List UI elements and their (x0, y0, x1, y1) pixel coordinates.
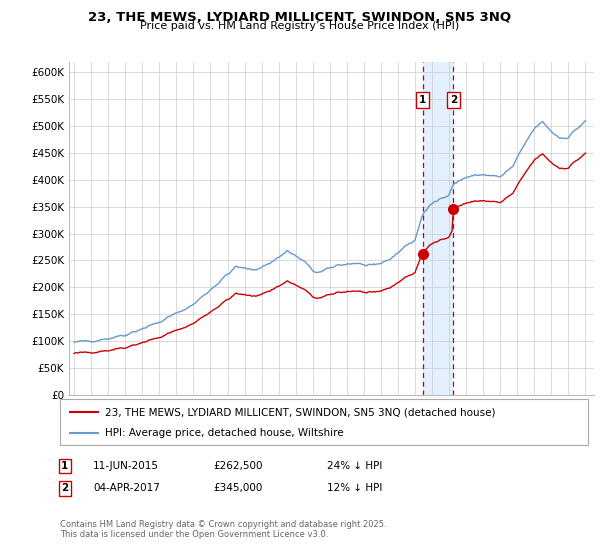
Text: £262,500: £262,500 (213, 461, 263, 471)
Bar (422, 62, 454, 395)
Text: 11-JUN-2015: 11-JUN-2015 (93, 461, 159, 471)
Text: 04-APR-2017: 04-APR-2017 (93, 483, 160, 493)
Text: 24% ↓ HPI: 24% ↓ HPI (327, 461, 382, 471)
Text: Contains HM Land Registry data © Crown copyright and database right 2025.
This d: Contains HM Land Registry data © Crown c… (60, 520, 386, 539)
Text: 12% ↓ HPI: 12% ↓ HPI (327, 483, 382, 493)
Text: 23, THE MEWS, LYDIARD MILLICENT, SWINDON, SN5 3NQ: 23, THE MEWS, LYDIARD MILLICENT, SWINDON… (88, 11, 512, 24)
Text: 23, THE MEWS, LYDIARD MILLICENT, SWINDON, SN5 3NQ (detached house): 23, THE MEWS, LYDIARD MILLICENT, SWINDON… (105, 407, 496, 417)
Text: 2: 2 (450, 95, 457, 105)
Text: Price paid vs. HM Land Registry’s House Price Index (HPI): Price paid vs. HM Land Registry’s House … (140, 21, 460, 31)
Text: 1: 1 (61, 461, 68, 471)
Text: £345,000: £345,000 (213, 483, 262, 493)
Text: 1: 1 (419, 95, 426, 105)
Text: HPI: Average price, detached house, Wiltshire: HPI: Average price, detached house, Wilt… (105, 428, 344, 438)
Text: 2: 2 (61, 483, 68, 493)
